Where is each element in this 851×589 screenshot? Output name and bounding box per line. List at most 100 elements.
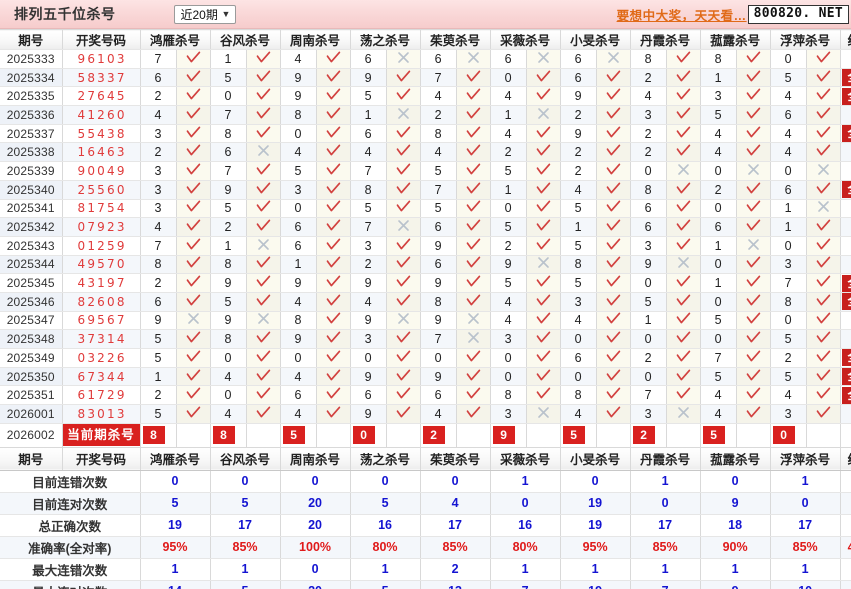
col-header-expert-8[interactable]: 丹霞杀号 <box>630 29 701 50</box>
col-header2-expert-4[interactable]: 荡之杀号 <box>350 447 421 471</box>
cell-issue[interactable]: 2025337 <box>0 124 63 144</box>
col-header2-stat[interactable]: 统计 <box>840 447 851 471</box>
summary-value: 1 <box>770 470 841 493</box>
cell-issue[interactable]: 2025348 <box>0 329 63 349</box>
cell-issue[interactable]: 2025351 <box>0 385 63 406</box>
check-icon <box>466 369 481 382</box>
col-header-expert-1[interactable]: 鸿雁杀号 <box>140 29 211 50</box>
col-header-draw[interactable]: 开奖号码 <box>62 29 141 50</box>
cell-hit-mark <box>316 367 351 387</box>
col-header2-expert-7[interactable]: 小旻杀号 <box>560 447 631 471</box>
check-icon <box>466 406 481 419</box>
cell-kill-number: 3 <box>770 255 807 275</box>
cell-hit-mark <box>386 180 421 200</box>
col-header2-expert-5[interactable]: 茱萸杀号 <box>420 447 491 471</box>
col-header-expert-10[interactable]: 浮萍杀号 <box>770 29 841 50</box>
col-header-issue[interactable]: 期号 <box>0 29 63 50</box>
cell-issue[interactable]: 2025346 <box>0 292 63 312</box>
col-header2-draw[interactable]: 开奖号码 <box>62 447 141 471</box>
table-row[interactable]: 20253444957088126989038 <box>0 255 851 275</box>
col-header2-expert-8[interactable]: 丹霞杀号 <box>630 447 701 471</box>
col-header2-expert-3[interactable]: 周南杀号 <box>280 447 351 471</box>
period-select[interactable]: 近20期 ▼ <box>173 4 236 24</box>
cell-issue[interactable]: 2025338 <box>0 142 63 163</box>
col-header2-expert-2[interactable]: 谷风杀号 <box>210 447 281 471</box>
cell-issue[interactable]: 2025334 <box>0 68 63 88</box>
check-icon <box>606 256 621 269</box>
table-row[interactable]: 20253381646326444222449 <box>0 142 851 163</box>
cell-kill-number: 1 <box>770 217 807 237</box>
col-header-expert-7[interactable]: 小旻杀号 <box>560 29 631 50</box>
col-header2-expert-10[interactable]: 浮萍杀号 <box>770 447 841 471</box>
col-header-expert-9[interactable]: 菰露杀号 <box>700 29 771 50</box>
cell-issue[interactable]: 2025336 <box>0 105 63 125</box>
summary-value: 20 <box>280 492 351 515</box>
check-icon <box>746 107 761 120</box>
cell-kill-number: 0 <box>770 311 807 331</box>
cell-issue[interactable]: 2025339 <box>0 161 63 181</box>
cell-draw-number: 07923 <box>62 217 141 237</box>
check-icon <box>256 219 271 232</box>
col-header2-expert-9[interactable]: 菰露杀号 <box>700 447 771 471</box>
cell-issue[interactable]: 2025344 <box>0 255 63 275</box>
table-row[interactable]: 20253483731458937300059 <box>0 329 851 349</box>
cell-issue[interactable]: 2026001 <box>0 404 63 424</box>
summary-value: 9 <box>700 580 771 589</box>
col-header-expert-4[interactable]: 荡之杀号 <box>350 29 421 50</box>
cell-kill-number: 0 <box>210 348 247 368</box>
table-row[interactable]: 20253476956799899441506 <box>0 311 851 331</box>
cell-hit-mark <box>246 367 281 387</box>
check-icon <box>326 219 341 232</box>
cell-hit-mark <box>176 199 211 219</box>
cell-issue[interactable]: 2025343 <box>0 236 63 256</box>
check-icon <box>466 238 481 251</box>
table-row[interactable]: 2025334583376599706215全对 <box>0 68 851 88</box>
col-header2-expert-6[interactable]: 采薇杀号 <box>490 447 561 471</box>
cell-current-blank <box>526 423 561 448</box>
col-header-expert-2[interactable]: 谷风杀号 <box>210 29 281 50</box>
col-header2-expert-1[interactable]: 鸿雁杀号 <box>140 447 211 471</box>
cell-issue[interactable]: 2025347 <box>0 311 63 331</box>
all-correct-badge: 全对 <box>841 274 851 292</box>
check-icon <box>466 219 481 232</box>
promo-banner[interactable]: 要想中大奖，天天看… 800820. NET <box>617 2 849 27</box>
col-header-stat[interactable]: 统计 <box>840 29 851 50</box>
cell-current-kill-number: 2 <box>630 423 667 448</box>
all-correct-badge: 全对 <box>841 69 851 86</box>
cell-issue[interactable]: 2025350 <box>0 367 63 387</box>
check-icon <box>256 200 271 213</box>
col-header-expert-3[interactable]: 周南杀号 <box>280 29 351 50</box>
cell-issue[interactable]: 2025333 <box>0 49 63 69</box>
cell-issue[interactable]: 2025349 <box>0 348 63 368</box>
cell-issue[interactable]: 2025342 <box>0 217 63 237</box>
col-header2-issue[interactable]: 期号 <box>0 447 63 471</box>
cell-kill-number: 3 <box>140 180 177 200</box>
cell-issue[interactable]: 2025345 <box>0 273 63 293</box>
col-header-expert-5[interactable]: 茱萸杀号 <box>420 29 491 50</box>
table-row[interactable]: 2025340255603938714826全对 <box>0 180 851 200</box>
check-icon <box>396 126 411 139</box>
cell-kill-number: 6 <box>560 348 597 368</box>
check-icon <box>816 350 831 363</box>
summary-row-label: 最大连错次数 <box>0 558 141 581</box>
cell-hit-mark <box>316 180 351 200</box>
cell-issue[interactable]: 2025341 <box>0 199 63 219</box>
col-header-expert-6[interactable]: 采薇杀号 <box>490 29 561 50</box>
cell-issue[interactable]: 2025340 <box>0 180 63 200</box>
cross-icon <box>397 312 410 325</box>
cell-issue[interactable]: 2025335 <box>0 86 63 107</box>
